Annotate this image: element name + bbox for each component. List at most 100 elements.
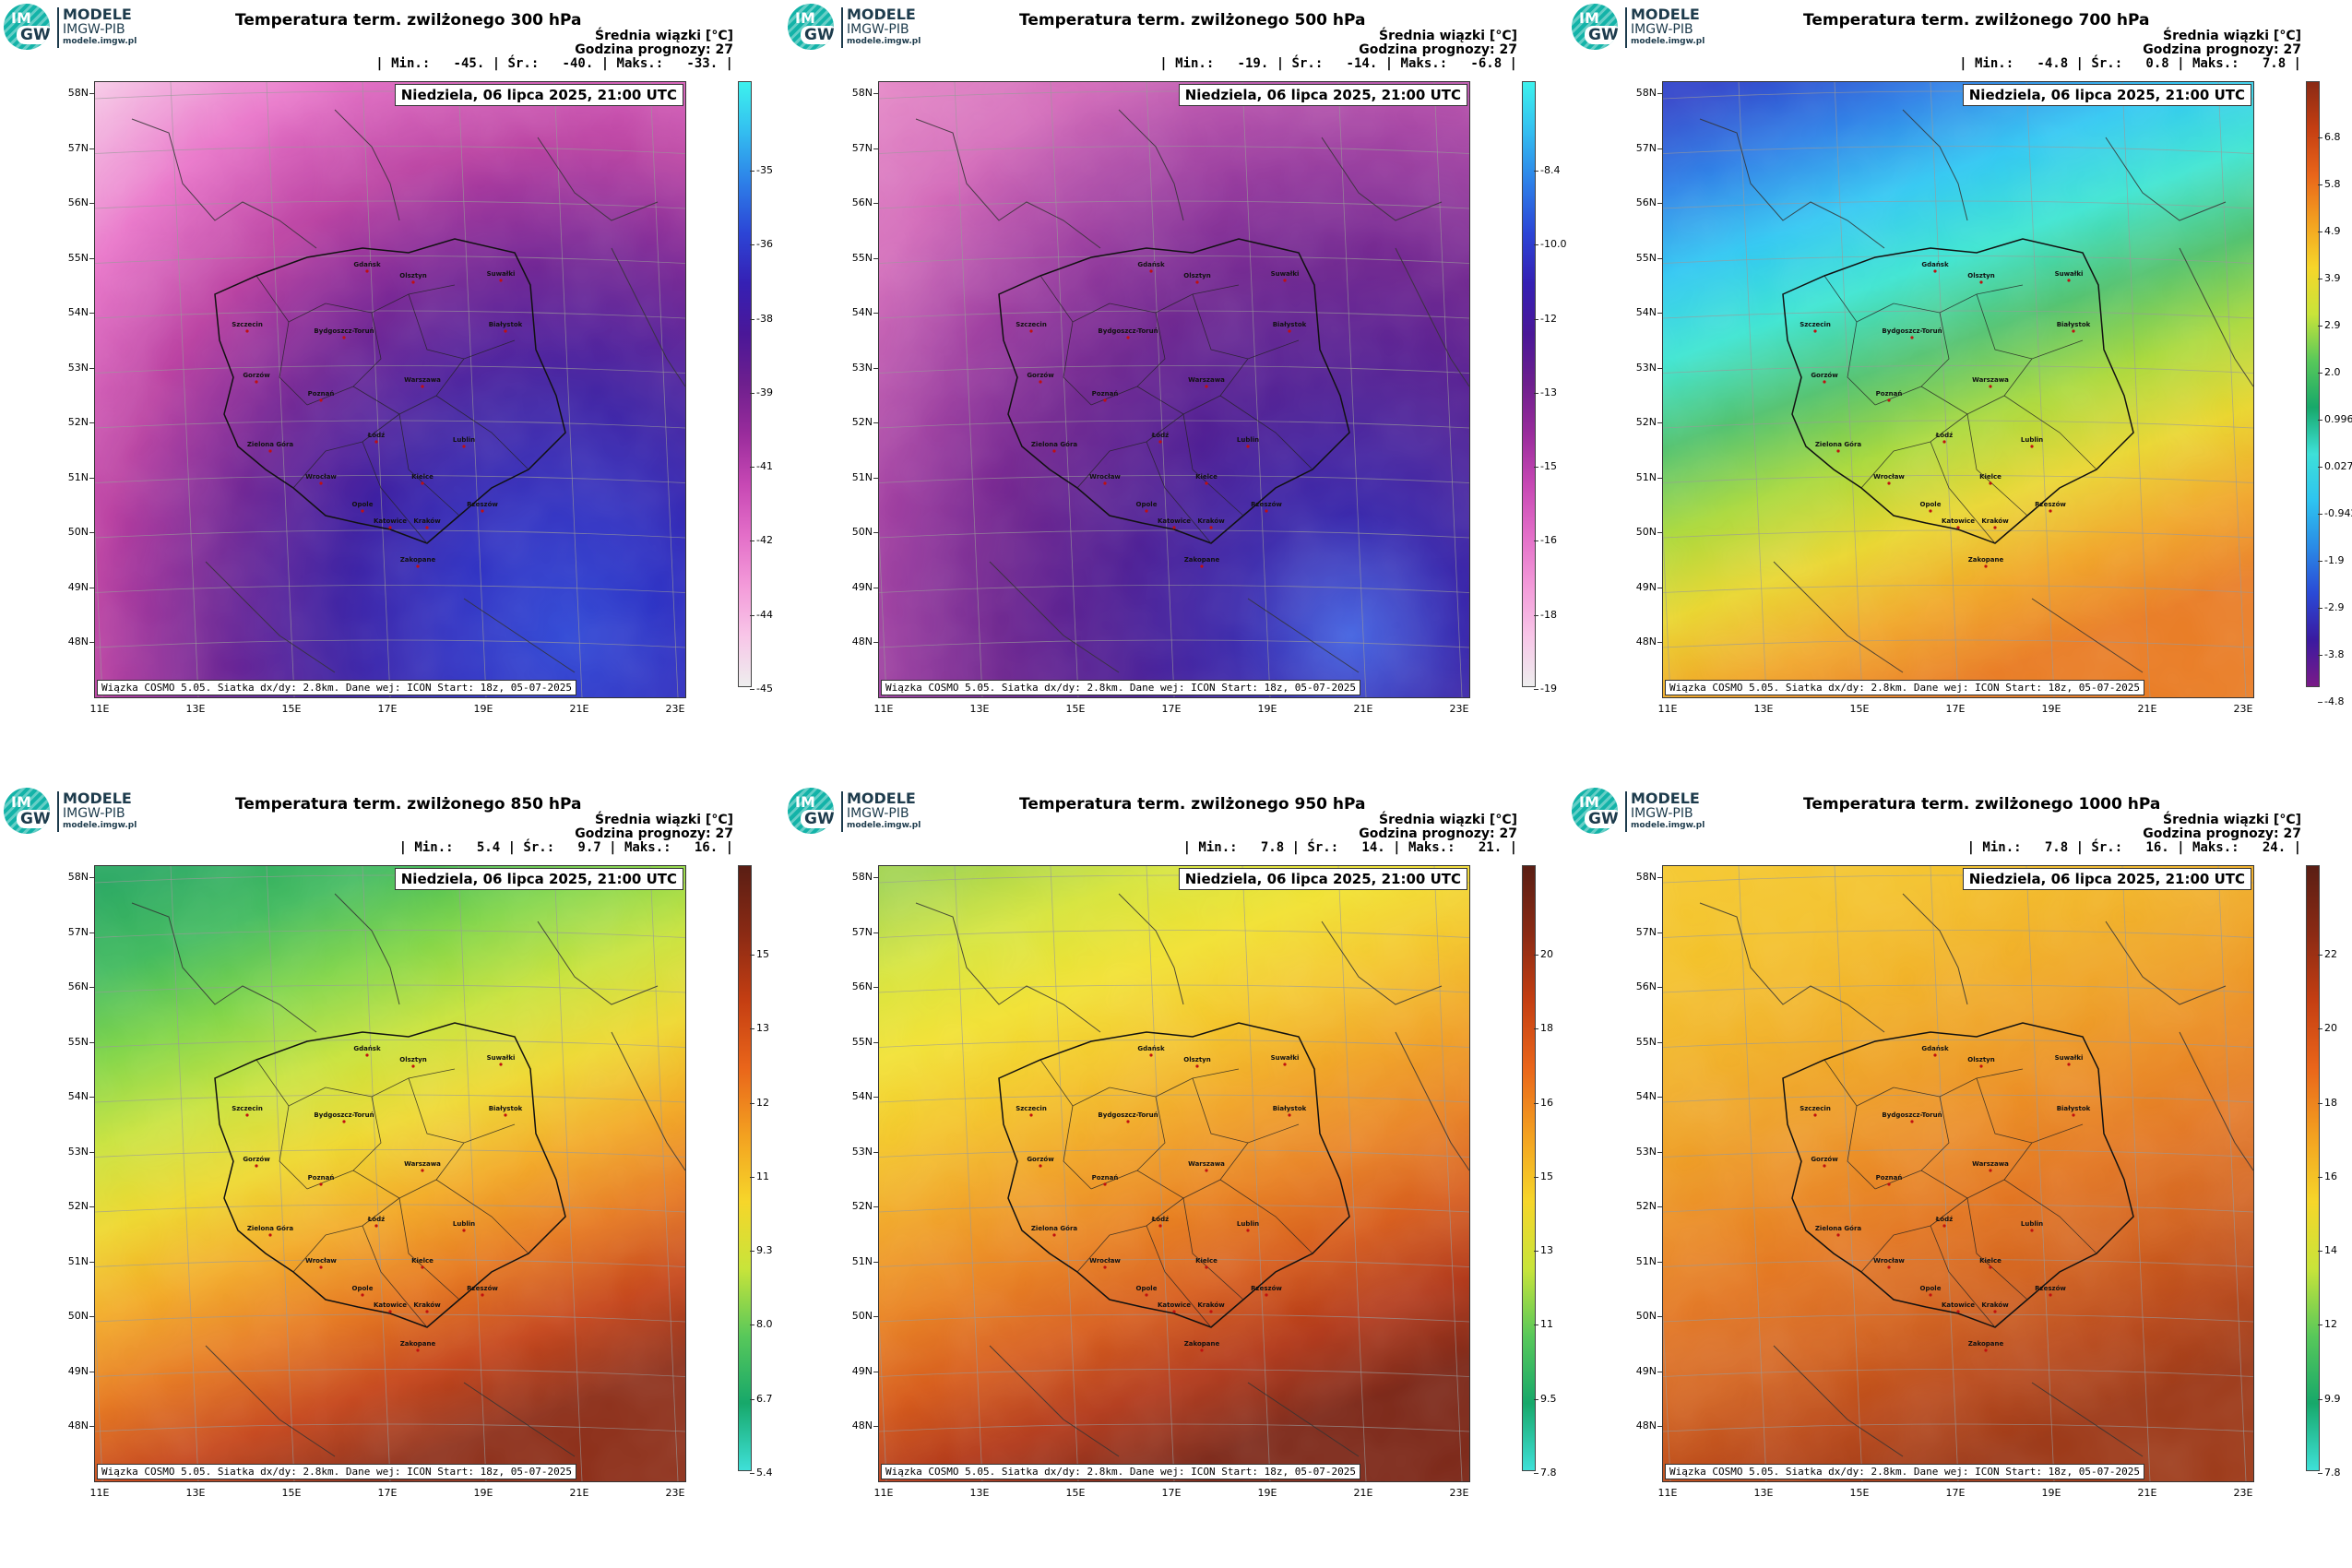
longitude-label: 15E (1065, 1487, 1086, 1499)
city-label: Olsztyn (1967, 1056, 1995, 1063)
city-marker (1813, 329, 1817, 333)
field-texture (95, 866, 685, 1481)
city-marker (1052, 1233, 1056, 1237)
longitude-label: 21E (1353, 703, 1373, 715)
city-label: Wrocław (305, 1257, 337, 1265)
map-panel-p950: IM GW MODELE IMGW-PIB modele.imgw.pl Temperat… (784, 784, 1568, 1568)
city-marker (1942, 1224, 1946, 1228)
poland-border (998, 1022, 1350, 1328)
longitude-line (2025, 82, 2055, 697)
longitude-line (2121, 82, 2151, 697)
city-label: Poznań (308, 390, 335, 398)
city-label: Suwałki (2055, 270, 2084, 278)
longitude-label: 15E (1849, 703, 1870, 715)
latitude-label: 50N (1625, 526, 1662, 538)
city-label: Łódź (1935, 1216, 1953, 1223)
longitude-label: 15E (1849, 1487, 1870, 1499)
latitude-line (879, 1259, 1469, 1267)
poland-border (214, 1022, 566, 1328)
province-border (1182, 1197, 1244, 1301)
province-border (306, 386, 354, 406)
latitude-line (95, 1259, 685, 1267)
city-label: Łódź (367, 1216, 385, 1223)
longitude-label: 11E (873, 703, 894, 715)
map-area: Gdańsk Olsztyn Suwałki Szczecin Bydgoszcz-To… (1662, 81, 2254, 698)
city-label: Gdańsk (1921, 1045, 1949, 1052)
city-marker (2049, 509, 2052, 513)
city-marker (499, 1063, 503, 1066)
date-box: Niedziela, 06 lipca 2025, 21:00 UTC (1962, 84, 2251, 106)
logo-title: MODELE (63, 790, 132, 807)
latitude-line (1663, 365, 2253, 374)
city-marker (245, 1113, 249, 1117)
city-label: Suwałki (1271, 1054, 1300, 1062)
longitude-line (457, 82, 487, 697)
colorbar-label: -38 (750, 312, 773, 325)
city-label: Rzeszów (2035, 1285, 2066, 1292)
city-marker (1265, 1293, 1268, 1297)
longitude-line (1663, 525, 1671, 697)
city-marker (1993, 1310, 1997, 1313)
city-label: Łódź (367, 432, 385, 439)
city-marker (361, 1293, 364, 1297)
latitude-line (95, 255, 685, 264)
longitude-label: 19E (2041, 703, 2061, 715)
city-marker (1979, 1064, 1983, 1068)
latitude-label: 51N (57, 471, 94, 483)
longitude-label: 23E (1449, 1487, 1469, 1499)
city-label: Białystok (1273, 321, 1307, 328)
longitude-line (1337, 82, 1367, 697)
city-marker (319, 1265, 323, 1269)
city-marker (2030, 1229, 2034, 1232)
stats-block: Średnia wiązki [°C] Godzina prognozy: 27 |… (1967, 814, 2301, 855)
logo-im: IM (795, 9, 815, 27)
city-label: Gorzów (1027, 372, 1054, 379)
latitude-line (95, 585, 685, 593)
province-border (1063, 1105, 1092, 1190)
city-label: Zakopane (400, 556, 436, 564)
city-label: Lublin (2021, 1220, 2043, 1228)
longitude-line (457, 866, 487, 1481)
latitude-line (95, 310, 685, 319)
city-label: Opole (1920, 501, 1942, 508)
city-marker (1993, 526, 1997, 529)
city-label: Zielona Góra (247, 441, 294, 448)
city-label: Poznań (308, 1174, 335, 1182)
latitude-line (1663, 529, 2253, 539)
province-border (1076, 1234, 1111, 1273)
logo-gw: GW (17, 26, 50, 44)
city-marker (1929, 1293, 1932, 1297)
colorbar-label: 20 (1534, 948, 1553, 960)
colorbar (2306, 81, 2320, 687)
latitude-label: 50N (841, 1310, 878, 1322)
province-border (1920, 312, 1950, 387)
longitude-line (1241, 866, 1271, 1481)
field-texture (879, 866, 1469, 1481)
city-marker (1126, 1120, 1130, 1123)
logo-org: IMGW-PIB (63, 806, 125, 821)
latitude-label: 57N (1625, 142, 1662, 154)
city-label: Wrocław (1873, 1257, 1905, 1265)
longitude-label: 13E (185, 703, 206, 715)
latitude-line (1663, 585, 2253, 593)
city-marker (1910, 1120, 1914, 1123)
colorbar-label: 20 (2318, 1022, 2337, 1035)
latitude-line (1663, 1094, 2253, 1103)
longitude-line (1146, 82, 1175, 697)
city-marker (1149, 269, 1153, 273)
province-border (1893, 284, 2024, 314)
latitude-label: 55N (1625, 1036, 1662, 1048)
longitude-label: 19E (473, 1487, 493, 1499)
latitude-line (95, 1094, 685, 1103)
longitude-line (954, 866, 983, 1481)
date-box: Niedziela, 06 lipca 2025, 21:00 UTC (394, 84, 683, 106)
latitude-label: 56N (57, 196, 94, 208)
colorbar-label: -42 (750, 534, 773, 547)
city-marker (255, 1164, 258, 1168)
colorbar-label: 18 (1534, 1022, 1553, 1035)
longitude-label: 15E (281, 703, 302, 715)
latitude-label: 58N (841, 871, 878, 883)
city-label: Zakopane (1184, 556, 1220, 564)
longitude-label: 23E (665, 703, 685, 715)
province-border (279, 321, 308, 406)
